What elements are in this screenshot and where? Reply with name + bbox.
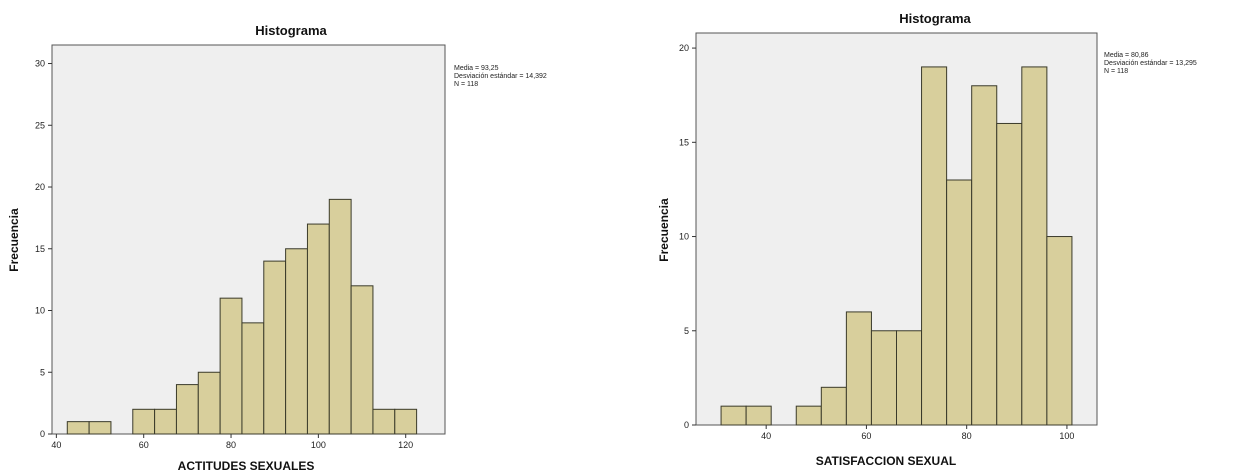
- histogram-bar: [88, 421, 112, 435]
- stat-n: N = 118: [1104, 68, 1128, 75]
- x-tick-label: 100: [1059, 431, 1074, 441]
- stat-std: Desviación estándar = 14,392: [454, 73, 547, 80]
- y-tick-label: 20: [679, 43, 689, 53]
- x-axis-label: ACTITUDES SEXUALES: [178, 459, 315, 473]
- histogram-bar: [996, 122, 1023, 426]
- histogram-bar: [197, 371, 221, 435]
- histogram-bar: [971, 85, 998, 426]
- histogram-bar: [1021, 66, 1048, 426]
- y-tick-label: 5: [684, 326, 689, 336]
- chart-title: Histograma: [899, 11, 971, 26]
- histogram-bar: [795, 405, 822, 426]
- y-tick-label: 10: [35, 306, 45, 316]
- stat-mean: Media = 80,86: [1104, 52, 1149, 59]
- x-tick-label: 120: [398, 440, 413, 450]
- y-tick-label: 15: [679, 137, 689, 147]
- x-axis-label: SATISFACCION SEXUAL: [816, 454, 956, 468]
- histogram-bar: [263, 260, 287, 435]
- y-tick-label: 20: [35, 182, 45, 192]
- y-tick-label: 30: [35, 59, 45, 69]
- histogram-bar: [921, 66, 948, 426]
- y-tick-label: 0: [40, 429, 45, 439]
- x-tick-label: 80: [226, 440, 236, 450]
- stat-n: N = 118: [454, 81, 478, 88]
- histogram-bar: [350, 285, 374, 435]
- x-tick-label: 40: [761, 431, 771, 441]
- histogram-actitudes-sexuales: Histograma ACTITUDES SEXUALES Frecuencia…: [7, 23, 547, 473]
- x-tick-label: 40: [51, 440, 61, 450]
- histogram-bar: [219, 297, 243, 435]
- histogram-bar: [394, 408, 418, 435]
- histogram-bar: [175, 384, 199, 435]
- x-tick-label: 60: [139, 440, 149, 450]
- histogram-bar: [896, 330, 923, 426]
- histogram-bar: [306, 223, 330, 435]
- histogram-bar: [1046, 236, 1073, 426]
- histogram-bar: [285, 248, 308, 435]
- histogram-bar: [745, 405, 772, 426]
- histogram-bar: [241, 322, 265, 435]
- histogram-satisfaccion-sexual: Histograma SATISFACCION SEXUAL Frecuenci…: [657, 11, 1197, 468]
- x-tick-label: 100: [311, 440, 326, 450]
- histogram-bar: [328, 198, 352, 435]
- histogram-bar: [372, 408, 396, 435]
- y-tick-label: 5: [40, 367, 45, 377]
- histogram-bar: [66, 421, 90, 435]
- x-tick-label: 80: [962, 431, 972, 441]
- histogram-bar: [154, 408, 177, 435]
- y-tick-label: 15: [35, 244, 45, 254]
- stat-std: Desviación estándar = 13,295: [1104, 60, 1197, 67]
- histogram-bar: [720, 405, 747, 426]
- histogram-bar: [820, 386, 847, 426]
- chart-title: Histograma: [255, 23, 327, 38]
- y-axis-label: Frecuencia: [7, 208, 21, 272]
- y-tick-label: 10: [679, 232, 689, 242]
- y-tick-label: 25: [35, 120, 45, 130]
- y-axis-label: Frecuencia: [657, 198, 671, 262]
- histogram-bar: [132, 408, 156, 435]
- y-tick-label: 0: [684, 420, 689, 430]
- x-tick-label: 60: [861, 431, 871, 441]
- stat-mean: Media = 93,25: [454, 65, 499, 72]
- histogram-bar: [870, 330, 897, 426]
- histogram-bar: [845, 311, 872, 426]
- histogram-bar: [946, 179, 973, 426]
